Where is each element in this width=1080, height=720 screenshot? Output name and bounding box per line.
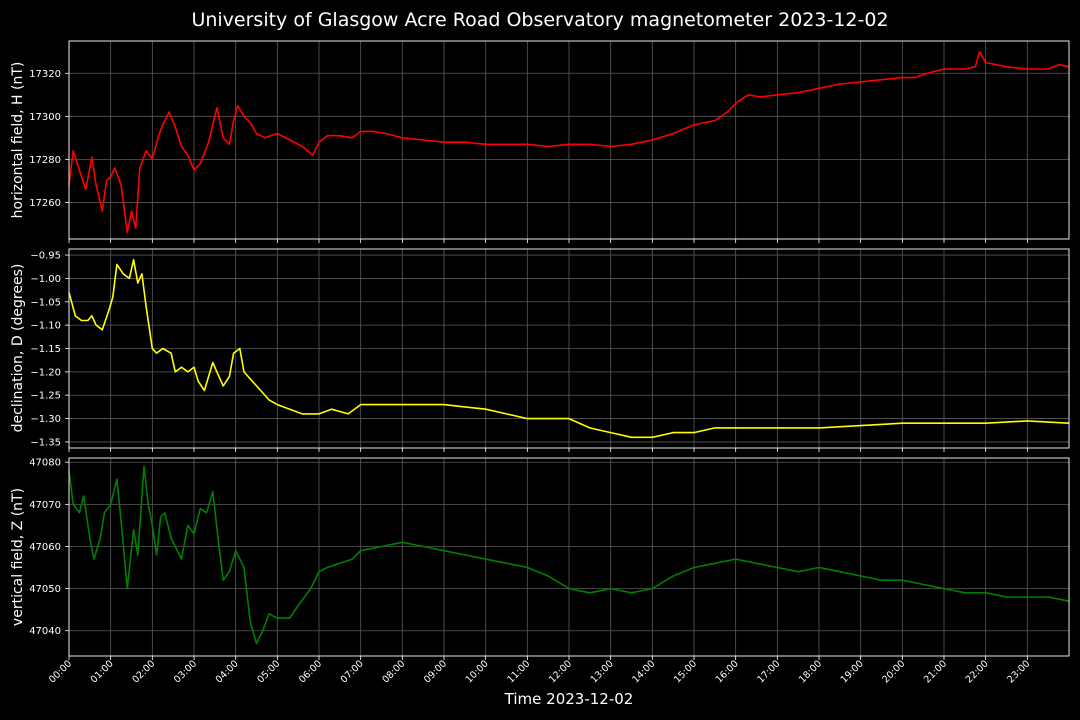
y-tick-label: 47060 xyxy=(29,542,61,553)
y-tick-label: −1.10 xyxy=(30,321,61,332)
x-tick-label: 21:00 xyxy=(922,658,949,685)
x-tick-label: 18:00 xyxy=(797,658,824,685)
x-tick-label: 20:00 xyxy=(880,658,907,685)
y-axis-label-d: declination, D (degrees) xyxy=(10,263,26,433)
y-tick-label: −1.35 xyxy=(30,437,61,448)
y-tick-label: 47080 xyxy=(29,458,61,469)
y-tick-label: −1.00 xyxy=(30,274,61,285)
x-tick-label: 04:00 xyxy=(214,658,241,685)
y-axis-label-z: vertical field, Z (nT) xyxy=(10,487,26,627)
x-tick-label: 06:00 xyxy=(297,658,324,685)
x-tick-label: 13:00 xyxy=(589,658,616,685)
panel-h: 17260 17280 17300 17320 xyxy=(29,40,1070,243)
x-tick-label: 07:00 xyxy=(339,658,366,685)
x-tick-label: 16:00 xyxy=(714,658,741,685)
series-line-z xyxy=(68,465,1070,645)
y-tick-label: −1.05 xyxy=(30,297,61,308)
x-tick-label: 15:00 xyxy=(672,658,699,685)
y-tick-label: −1.20 xyxy=(30,367,61,378)
x-tick-label: 12:00 xyxy=(547,658,574,685)
y-axis-label-h: horizontal field, H (nT) xyxy=(10,61,26,219)
panel-frame xyxy=(68,40,1070,240)
y-tick-label: 17320 xyxy=(29,69,61,80)
panel-d: −0.95 −1.00 −1.05 −1.10 −1.15 −1.20 −1.25 −1.30… xyxy=(30,248,1070,452)
panel-z: 47040 47050 47060 47070 47080 xyxy=(29,457,1070,660)
panel-frame xyxy=(68,248,1070,449)
x-tick-label: 03:00 xyxy=(172,658,199,685)
x-tick-label: 22:00 xyxy=(964,658,991,685)
x-tick-label: 00:00 xyxy=(47,658,74,685)
y-tick-label: −1.15 xyxy=(30,344,61,355)
series-line-h xyxy=(68,51,1070,234)
y-tick-label: 47040 xyxy=(29,626,61,637)
y-tick-label: −1.25 xyxy=(30,391,61,402)
x-tick-label: 14:00 xyxy=(630,658,657,685)
x-tick-label: 23:00 xyxy=(1005,658,1032,685)
x-tick-label: 05:00 xyxy=(255,658,282,685)
x-tick-label: 17:00 xyxy=(755,658,782,685)
x-tick-label: 19:00 xyxy=(839,658,866,685)
y-tick-label: 17260 xyxy=(29,198,61,209)
x-tick-label: 11:00 xyxy=(505,658,532,685)
x-tick-label: 10:00 xyxy=(464,658,491,685)
panel-frame xyxy=(68,457,1070,657)
x-tick-label: 02:00 xyxy=(130,658,157,685)
chart-title: University of Glasgow Acre Road Observat… xyxy=(191,9,889,31)
x-tick-label: 01:00 xyxy=(89,658,116,685)
y-tick-label: 17300 xyxy=(29,112,61,123)
y-tick-label: −0.95 xyxy=(30,251,61,262)
x-tick-label: 08:00 xyxy=(380,658,407,685)
x-axis-label: Time 2023-12-02 xyxy=(504,690,634,708)
y-tick-label: −1.30 xyxy=(30,414,61,425)
series-line-d xyxy=(68,258,1070,439)
x-tick-label: 09:00 xyxy=(422,658,449,685)
y-tick-label: 17280 xyxy=(29,155,61,166)
y-tick-label: 47050 xyxy=(29,584,61,595)
y-tick-label: 47070 xyxy=(29,500,61,511)
